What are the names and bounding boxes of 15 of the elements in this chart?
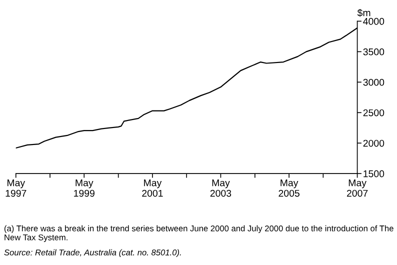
x-tick-label: May 1999: [74, 179, 94, 197]
x-tick-label: May 2001: [142, 179, 163, 197]
y-tick-label: 2500: [363, 109, 384, 116]
x-tick-label: May 2005: [278, 179, 300, 197]
y-tick-label: 3000: [363, 78, 384, 86]
y-tick-label: 3500: [363, 48, 384, 56]
source-note: Source: Retail Trade, Australia (cat. no. 8501.0).: [4, 249, 181, 258]
y-tick-label: 2000: [363, 140, 384, 147]
text: (a) There was a break in the trend series between June 2000 and July 2000 due to the introduction of The New Tax System.: [4, 225, 394, 242]
y-tick-label: 1500: [364, 170, 384, 178]
x-tick-label: May 1997: [6, 179, 26, 197]
y-tick-label: 4000: [363, 18, 384, 25]
x-tick-label: May 2007: [346, 179, 368, 197]
x-tick-label: May 2003: [210, 179, 232, 197]
y-axis-title: $m: [357, 8, 370, 17]
